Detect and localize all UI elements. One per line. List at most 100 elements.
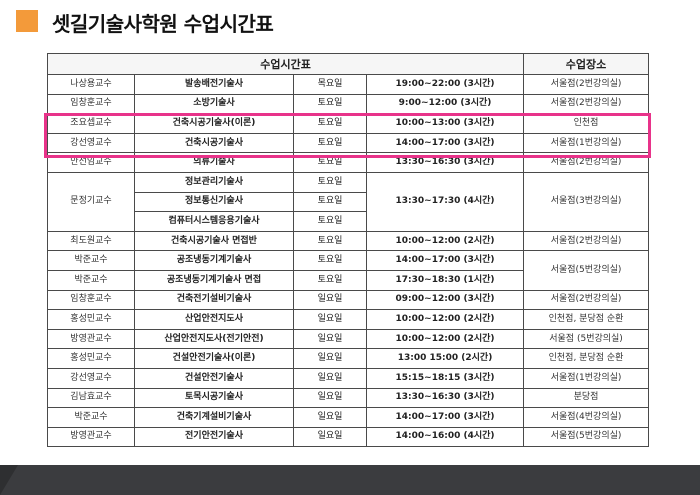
day-cell: 일요일 xyxy=(293,387,367,409)
table-row: 방영관교수 산업안전지도사(전기안전) 일요일 10:00~12:00 (2시간… xyxy=(47,328,650,350)
table-row: 문정기교수 정보관리기술사 토요일 13:30~17:30 (4시간) 서울점(… xyxy=(47,171,650,232)
course-cell: 건축전기설비기술사 xyxy=(134,289,294,311)
course-cell: 건축기계설비기술사 xyxy=(134,407,294,428)
time-cell: 15:15~18:15 (3시간) xyxy=(365,367,525,389)
day-cell: 일요일 xyxy=(293,426,367,448)
course-cell: 건축시공기술사(이론) xyxy=(134,113,294,134)
time-cell: 13:30~16:30 (3시간) xyxy=(365,387,525,409)
table-row: 임창훈교수 건축전기설비기술사 일요일 09:00~12:00 (3시간) 서울… xyxy=(47,289,650,311)
instructor-cell: 박준교수 xyxy=(47,250,135,271)
instructor-cell: 안선임교수 xyxy=(47,152,135,173)
instructor-cell: 방영관교수 xyxy=(47,328,135,350)
footer-accent xyxy=(0,465,18,495)
time-cell: 10:00~12:00 (2시간) xyxy=(365,309,525,330)
day-cell: 일요일 xyxy=(293,309,367,330)
table-row: 안선임교수 의류기술사 토요일 13:30~16:30 (3시간) 서울점(2번… xyxy=(47,152,650,173)
room-cell: 서울점(5번강의실) xyxy=(523,250,650,291)
schedule-table: 수업시간표 수업장소 나상용교수 발송배전기술사 목요일 19:00~22:00… xyxy=(46,53,650,448)
course-cell: 소방기술사 xyxy=(134,93,294,115)
instructor-cell: 홍성민교수 xyxy=(47,348,135,369)
time-cell: 14:00~17:00 (3시간) xyxy=(365,132,525,154)
page-title: 셋길기술사학원 수업시간표 xyxy=(52,12,274,36)
instructor-cell: 조요셉교수 xyxy=(47,113,135,134)
room-cell: 서울점(5번강의실) xyxy=(523,426,650,448)
room-cell: 분당점 xyxy=(523,387,650,409)
course-cell: 토목시공기술사 xyxy=(134,387,294,409)
room-cell: 인천점 xyxy=(523,113,650,134)
instructor-cell: 강선영교수 xyxy=(47,132,135,154)
instructor-cell: 나상용교수 xyxy=(47,74,135,95)
table-row: 방영관교수 전기안전기술사 일요일 14:00~16:00 (4시간) 서울점(… xyxy=(47,426,650,448)
table-row: 조요셉교수 건축시공기술사(이론) 토요일 10:00~13:00 (3시간) … xyxy=(47,113,650,134)
day-cell: 토요일 xyxy=(293,191,367,213)
time-cell: 10:00~13:00 (3시간) xyxy=(365,113,525,134)
day-cell: 일요일 xyxy=(293,367,367,389)
day-cell: 토요일 xyxy=(293,230,367,252)
room-cell: 서울점 (5번강의실) xyxy=(523,328,650,350)
time-cell: 13:00 15:00 (2시간) xyxy=(365,348,525,369)
instructor-cell: 김남효교수 xyxy=(47,387,135,409)
time-cell: 14:00~17:00 (3시간) xyxy=(365,250,525,271)
table-row: 임창훈교수 소방기술사 토요일 9:00~12:00 (3시간) 서울점(2번강… xyxy=(47,93,650,115)
time-cell: 17:30~18:30 (1시간) xyxy=(365,269,525,291)
time-cell: 14:00~16:00 (4시간) xyxy=(365,426,525,448)
room-cell: 서울점(2번강의실) xyxy=(523,74,650,95)
course-cell: 건축시공기술사 면접반 xyxy=(134,230,294,252)
room-cell: 서울점(1번강의실) xyxy=(523,132,650,154)
table-row: 김남효교수 토목시공기술사 일요일 13:30~16:30 (3시간) 분당점 xyxy=(47,387,650,409)
table-row: 홍성민교수 건설안전기술사(이론) 일요일 13:00 15:00 (2시간) … xyxy=(47,348,650,369)
room-cell: 서울점(2번강의실) xyxy=(523,152,650,173)
header-location: 수업장소 xyxy=(523,53,650,75)
day-cell: 토요일 xyxy=(293,250,367,271)
table-row: 박준교수 공조냉동기계기술사 토요일 14:00~17:00 (3시간) 서울점… xyxy=(47,250,650,291)
table-row: 나상용교수 발송배전기술사 목요일 19:00~22:00 (3시간) 서울점(… xyxy=(47,74,650,95)
room-cell: 서울점(3번강의실) xyxy=(523,171,650,232)
instructor-cell: 홍성민교수 xyxy=(47,309,135,330)
accent-square xyxy=(16,10,38,32)
time-cell: 19:00~22:00 (3시간) xyxy=(365,74,525,95)
instructor-cell: 임창훈교수 xyxy=(47,289,135,311)
course-cell: 공조냉동기계기술사 xyxy=(134,250,294,271)
day-cell: 일요일 xyxy=(293,407,367,428)
day-cell: 토요일 xyxy=(293,132,367,154)
course-cell: 전기안전기술사 xyxy=(134,426,294,448)
day-cell: 토요일 xyxy=(293,113,367,134)
table-row: 강선영교수 건축시공기술사 토요일 14:00~17:00 (3시간) 서울점(… xyxy=(47,132,650,154)
table-row: 강선영교수 건설안전기술사 일요일 15:15~18:15 (3시간) 서울점(… xyxy=(47,367,650,389)
day-cell: 토요일 xyxy=(293,269,367,291)
day-cell: 토요일 xyxy=(293,211,367,232)
header-row: 수업시간표 수업장소 xyxy=(46,53,650,75)
time-cell: 09:00~12:00 (3시간) xyxy=(365,289,525,311)
table-row: 정보통신기술사 토요일 xyxy=(48,191,649,213)
instructor-cell: 박준교수 xyxy=(47,269,135,291)
day-cell: 목요일 xyxy=(293,74,367,95)
table-row: 컴퓨터시스템응용기술사 토요일 xyxy=(48,211,649,232)
time-cell: 10:00~12:00 (2시간) xyxy=(365,328,525,350)
table-row: 박준교수 건축기계설비기술사 일요일 14:00~17:00 (3시간) 서울점… xyxy=(47,407,650,428)
table-row: 홍성민교수 산업안전지도사 일요일 10:00~12:00 (2시간) 인천점,… xyxy=(47,309,650,330)
room-cell: 인천점, 분당점 순환 xyxy=(523,348,650,369)
course-cell: 컴퓨터시스템응용기술사 xyxy=(134,211,294,232)
room-cell: 서울점(4번강의실) xyxy=(523,407,650,428)
course-cell: 의류기술사 xyxy=(134,152,294,173)
course-cell: 건축시공기술사 xyxy=(134,132,294,154)
room-cell: 서울점(2번강의실) xyxy=(523,289,650,311)
instructor-cell: 방영관교수 xyxy=(47,426,135,448)
instructor-cell: 박준교수 xyxy=(47,407,135,428)
room-cell: 서울점(2번강의실) xyxy=(523,230,650,252)
header-schedule: 수업시간표 xyxy=(46,53,525,75)
table-row: 최도원교수 건축시공기술사 면접반 토요일 10:00~12:00 (2시간) … xyxy=(47,230,650,252)
time-cell: 13:30~17:30 (4시간) xyxy=(365,171,525,232)
course-cell: 정보통신기술사 xyxy=(134,191,294,213)
course-cell: 산업안전지도사 xyxy=(134,309,294,330)
course-cell: 산업안전지도사(전기안전) xyxy=(134,328,294,350)
time-cell: 13:30~16:30 (3시간) xyxy=(365,152,525,173)
day-cell: 토요일 xyxy=(293,93,367,115)
instructor-cell: 강선영교수 xyxy=(47,367,135,389)
time-cell: 14:00~17:00 (3시간) xyxy=(365,407,525,428)
course-cell: 공조냉동기계기술사 면접 xyxy=(134,269,294,291)
instructor-cell: 문정기교수 xyxy=(47,171,135,232)
time-cell: 9:00~12:00 (3시간) xyxy=(365,93,525,115)
day-cell: 일요일 xyxy=(293,289,367,311)
footer-band xyxy=(0,465,700,495)
